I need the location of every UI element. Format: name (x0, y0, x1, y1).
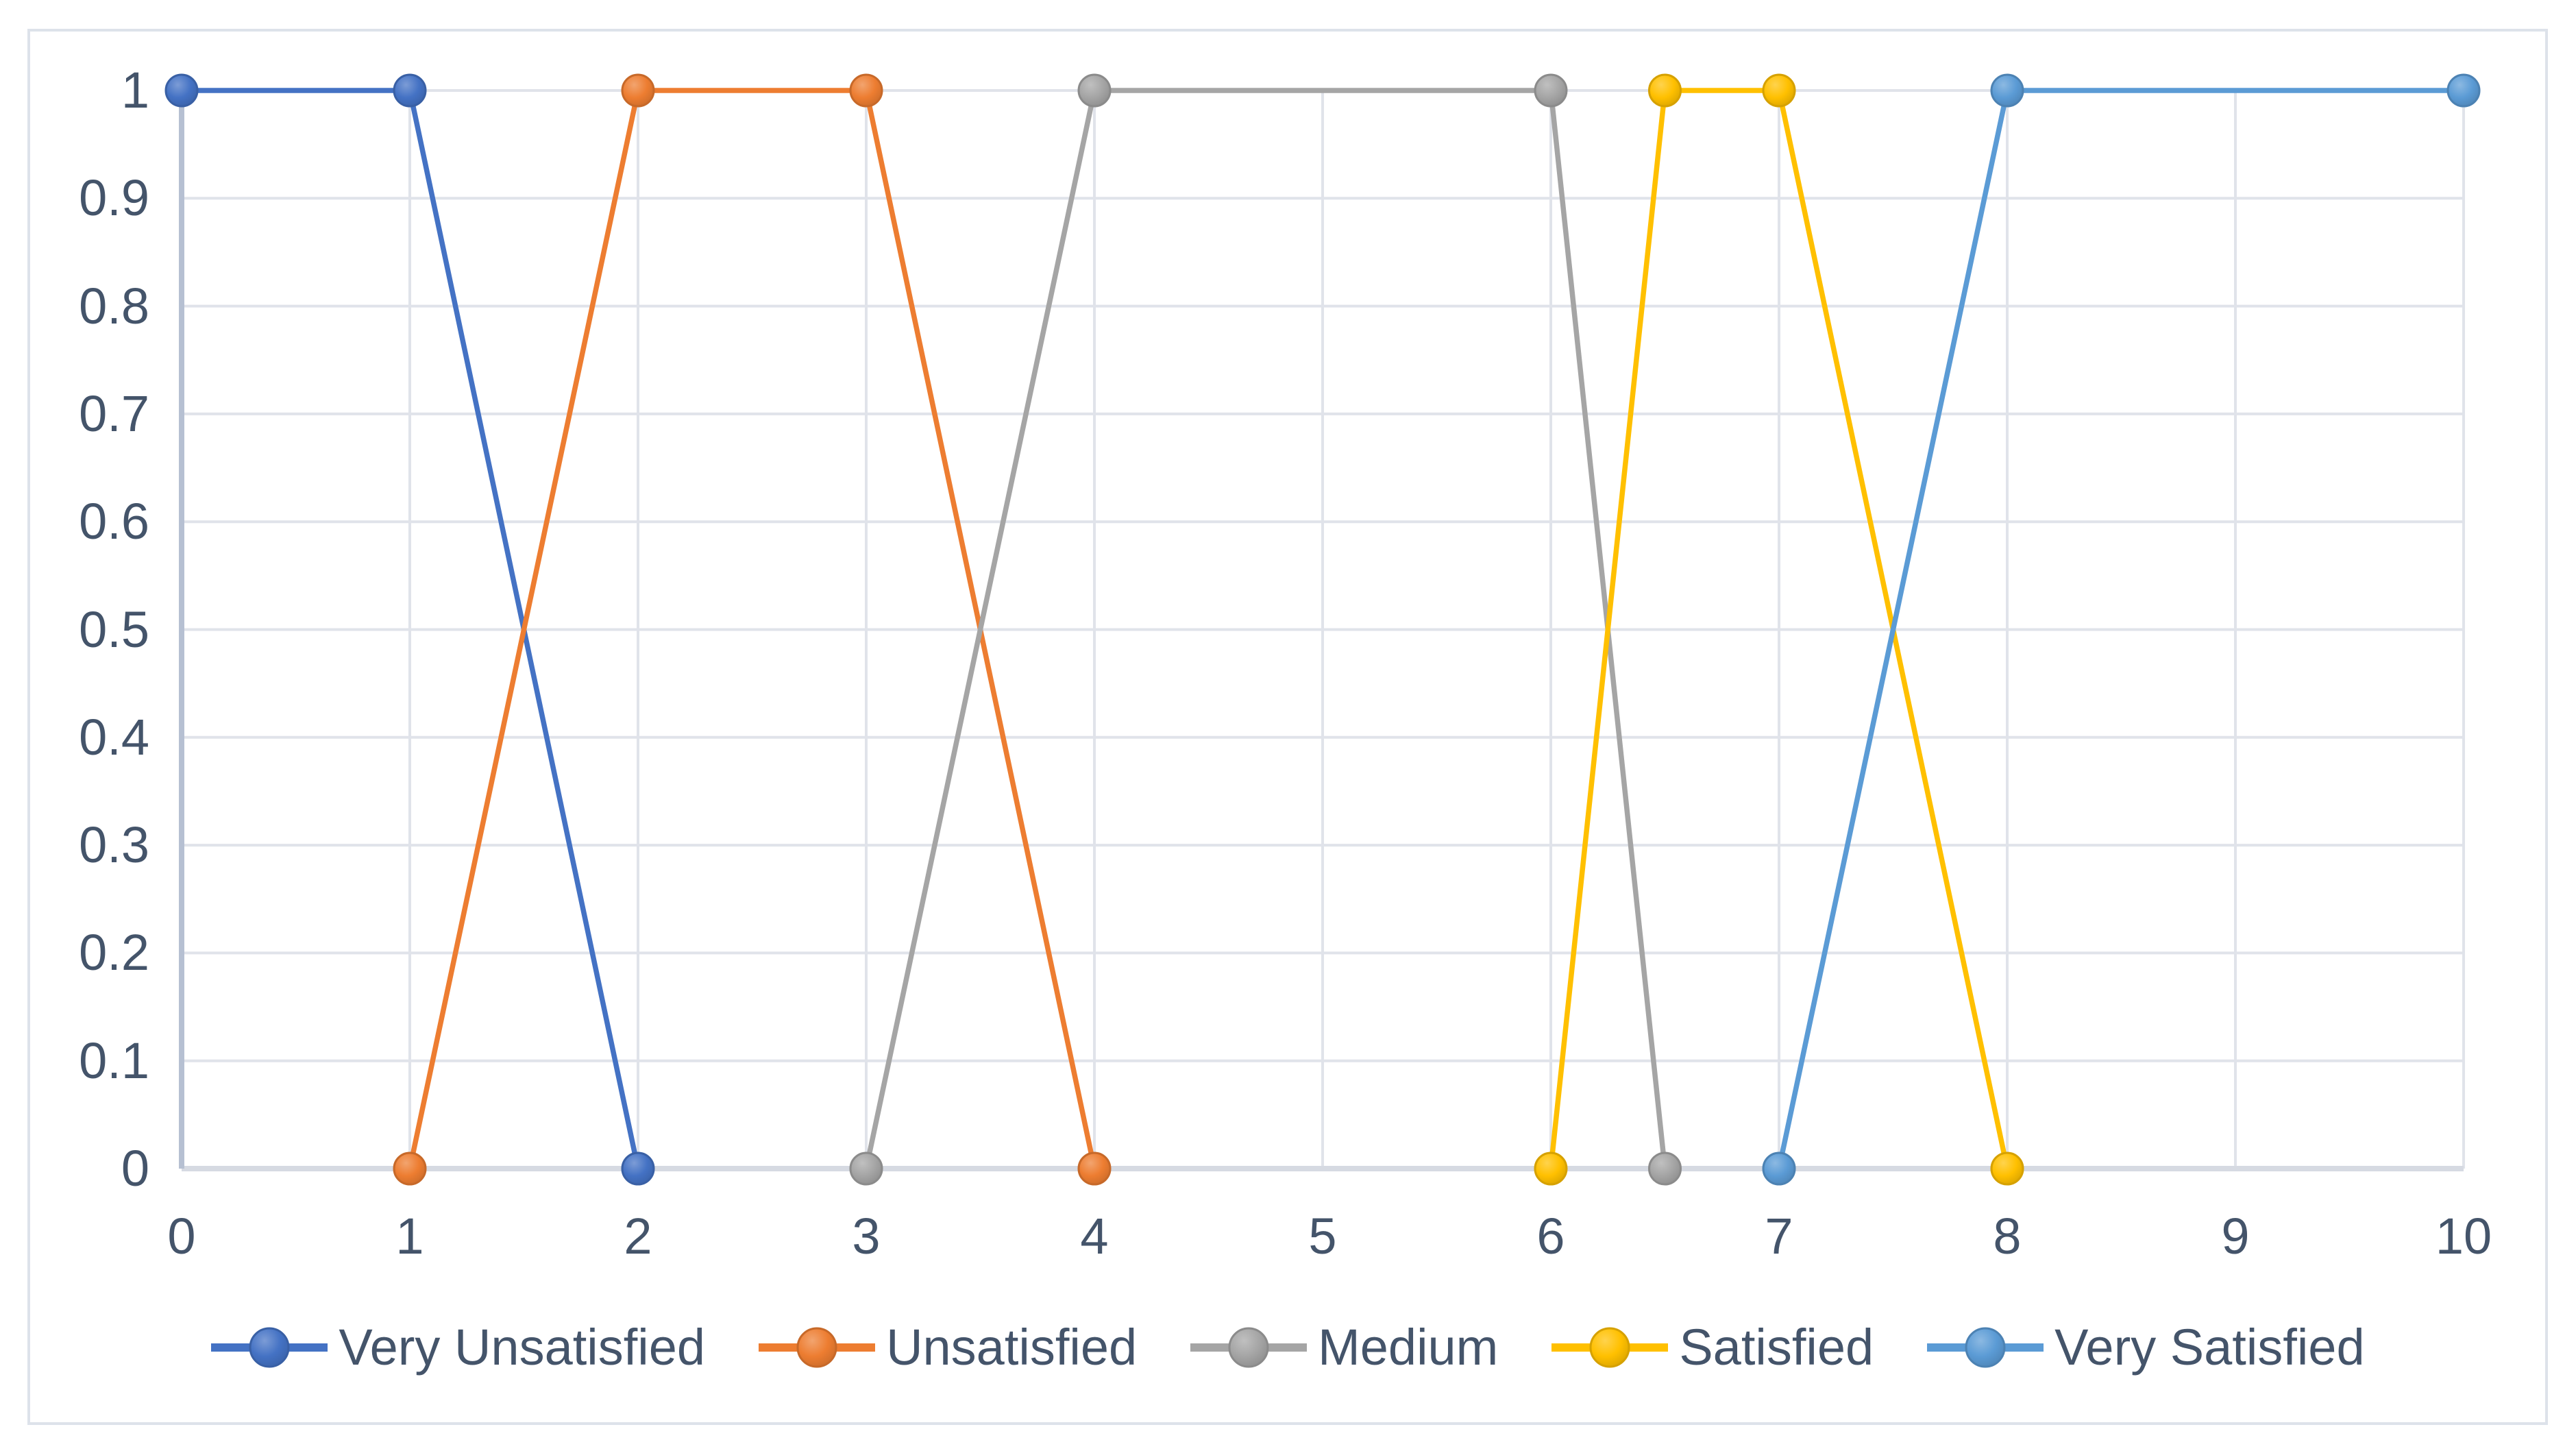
x-tick-label: 1 (395, 1208, 424, 1265)
series-very-unsatisfied (164, 73, 655, 1186)
y-tick-label: 0.4 (79, 708, 149, 766)
data-point-marker (1534, 1151, 1568, 1186)
y-tick-label: 0.9 (79, 169, 149, 227)
y-tick-label: 0.2 (79, 924, 149, 981)
legend-marker-icon (211, 1327, 328, 1368)
data-point-marker (2446, 73, 2481, 108)
legend: Very Unsatisfied Unsatisfied Medium Satisfi… (0, 1313, 2576, 1382)
y-tick-label: 0.3 (79, 816, 149, 874)
legend-label: Medium (1318, 1319, 1499, 1376)
y-tick-label: 0.7 (79, 385, 149, 442)
legend-item-very-satisfied: Very Satisfied (1927, 1313, 2365, 1382)
data-point-marker (393, 1151, 427, 1186)
x-tick-label: 8 (1993, 1208, 2022, 1265)
legend-label: Very Satisfied (2054, 1319, 2365, 1376)
legend-label: Satisfied (1679, 1319, 1874, 1376)
data-point-marker (1990, 1151, 2024, 1186)
x-tick-label: 7 (1765, 1208, 1793, 1265)
legend-marker-icon (1190, 1327, 1308, 1368)
legend-item-medium: Medium (1190, 1313, 1498, 1382)
y-tick-label: 0 (121, 1140, 149, 1197)
legend-marker-icon (759, 1327, 876, 1368)
x-tick-label: 9 (2221, 1208, 2250, 1265)
data-point-marker (621, 73, 655, 108)
legend-marker-icon (1927, 1327, 2044, 1368)
x-tick-label: 5 (1308, 1208, 1337, 1265)
data-point-marker (849, 1151, 883, 1186)
y-tick-label: 0.5 (79, 600, 149, 658)
data-point-marker (1762, 1151, 1796, 1186)
x-tick-label: 3 (852, 1208, 881, 1265)
legend-label: Very Unsatisfied (339, 1319, 706, 1376)
x-tick-label: 0 (167, 1208, 196, 1265)
y-tick-label: 1 (121, 62, 149, 119)
data-point-marker (164, 73, 199, 108)
data-point-marker (393, 73, 427, 108)
data-point-marker (1648, 73, 1682, 108)
x-tick-label: 4 (1080, 1208, 1109, 1265)
data-point-marker (1077, 1151, 1112, 1186)
data-point-marker (849, 73, 883, 108)
y-tick-label: 0.8 (79, 277, 149, 334)
data-point-marker (1077, 73, 1112, 108)
y-tick-label: 0.1 (79, 1032, 149, 1089)
data-point-marker (1762, 73, 1796, 108)
y-tick-label: 0.6 (79, 493, 149, 550)
x-tick-label: 6 (1536, 1208, 1565, 1265)
legend-item-very-unsatisfied: Very Unsatisfied (211, 1313, 705, 1382)
legend-marker-icon (1551, 1327, 1669, 1368)
x-tick-label: 2 (624, 1208, 652, 1265)
legend-label: Unsatisfied (886, 1319, 1138, 1376)
legend-item-unsatisfied: Unsatisfied (759, 1313, 1137, 1382)
data-point-marker (1648, 1151, 1682, 1186)
legend-item-satisfied: Satisfied (1551, 1313, 1874, 1382)
data-point-marker (621, 1151, 655, 1186)
data-point-marker (1534, 73, 1568, 108)
series-very-satisfied (1762, 73, 2481, 1186)
data-point-marker (1990, 73, 2024, 108)
x-tick-label: 10 (2435, 1208, 2492, 1265)
